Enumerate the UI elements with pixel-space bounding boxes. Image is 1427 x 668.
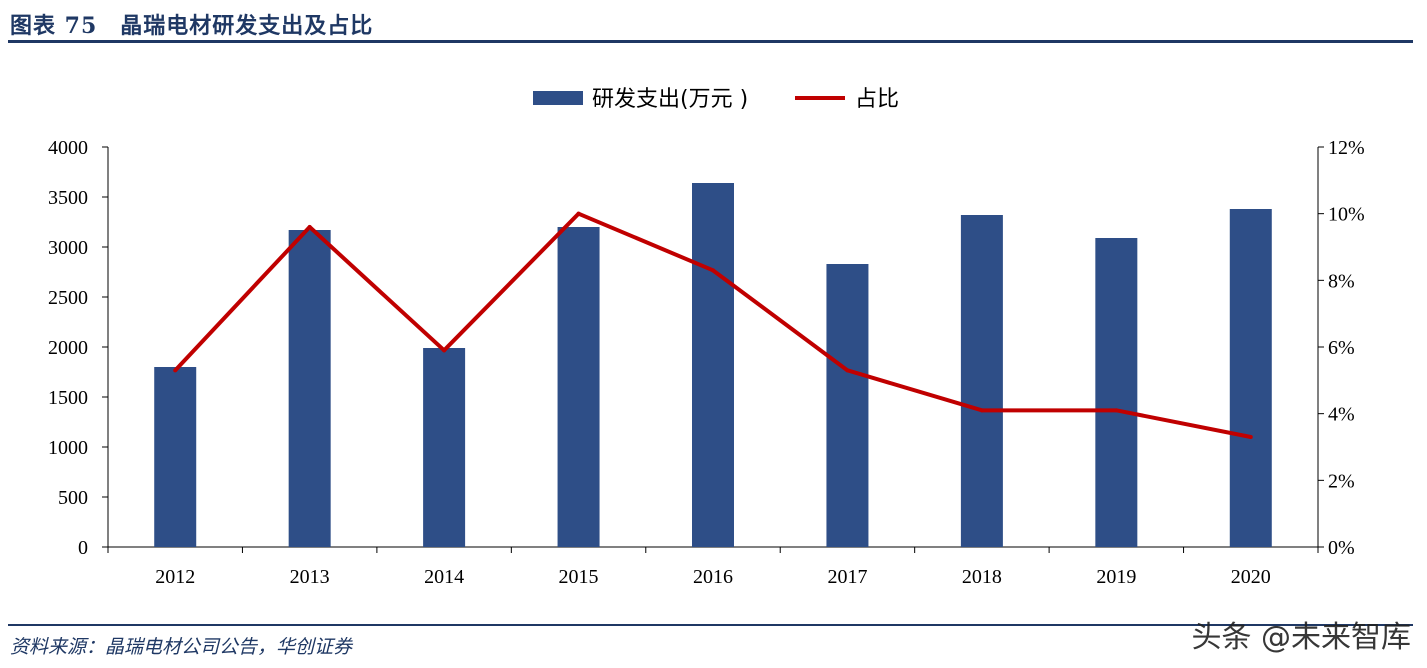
bar-2012 (154, 367, 197, 547)
right-tick-label: 6% (1328, 337, 1355, 359)
left-tick-label: 1000 (48, 437, 88, 459)
ratio-point-2019 (1114, 408, 1119, 413)
left-tick-label: 4000 (48, 137, 88, 159)
right-tick-label: 8% (1328, 270, 1355, 292)
page-title: 图表 75 晶瑞电材研发支出及占比 (10, 13, 374, 39)
left-tick-label: 3000 (48, 237, 88, 259)
bar-2015 (557, 227, 600, 547)
ratio-point-2020 (1248, 435, 1253, 439)
left-tick-label: 3500 (48, 187, 88, 209)
bar-2013 (288, 230, 331, 547)
left-tick-label: 500 (58, 487, 88, 509)
source-note: 资料来源：晶瑞电材公司公告，华创证券 (10, 636, 353, 658)
bar-2014 (423, 348, 466, 547)
ratio-point-2013 (307, 225, 312, 229)
legend-bar-swatch (533, 91, 583, 105)
ratio-point-2012 (173, 368, 178, 373)
bar-2017 (826, 264, 869, 547)
watermark: 头条 @未来智库 (1191, 620, 1411, 655)
bar-2016 (692, 183, 734, 547)
x-tick-label: 2012 (155, 566, 195, 588)
bar-2018 (960, 215, 1003, 547)
title-bar: 图表 75 晶瑞电材研发支出及占比 (8, 4, 1413, 43)
left-tick-label: 0 (78, 537, 88, 559)
x-tick-label: 2019 (1096, 566, 1136, 588)
x-tick-label: 2015 (559, 566, 599, 588)
ratio-point-2015 (576, 211, 581, 216)
x-tick-label: 2020 (1231, 566, 1271, 588)
right-tick-label: 0% (1328, 537, 1355, 559)
footer-divider (8, 624, 1413, 626)
ratio-point-2018 (979, 408, 984, 413)
right-tick-label: 4% (1328, 404, 1355, 426)
ratio-point-2014 (442, 348, 447, 353)
legend-bar-label: 研发支出(万元 ) (592, 87, 748, 112)
right-tick-label: 10% (1328, 204, 1365, 226)
x-tick-label: 2016 (693, 566, 733, 588)
ratio-point-2017 (845, 368, 850, 373)
x-tick-label: 2014 (424, 566, 464, 588)
right-tick-label: 12% (1328, 137, 1365, 159)
left-tick-label: 2000 (48, 337, 88, 359)
ratio-point-2016 (711, 268, 715, 273)
x-tick-label: 2018 (962, 566, 1002, 588)
right-tick-label: 2% (1328, 470, 1355, 492)
left-tick-label: 2500 (48, 287, 88, 309)
x-tick-label: 2013 (290, 566, 330, 588)
left-tick-label: 1500 (48, 387, 88, 409)
x-tick-label: 2017 (827, 566, 867, 588)
combo-chart: 0 500 1000 1500 2000 2500 3000 3500 4000 0% 2% 4% 6%… (48, 87, 1365, 588)
legend-line-label: 占比 (855, 87, 899, 112)
bar-2019 (1095, 238, 1138, 547)
bar-2020 (1229, 209, 1272, 547)
